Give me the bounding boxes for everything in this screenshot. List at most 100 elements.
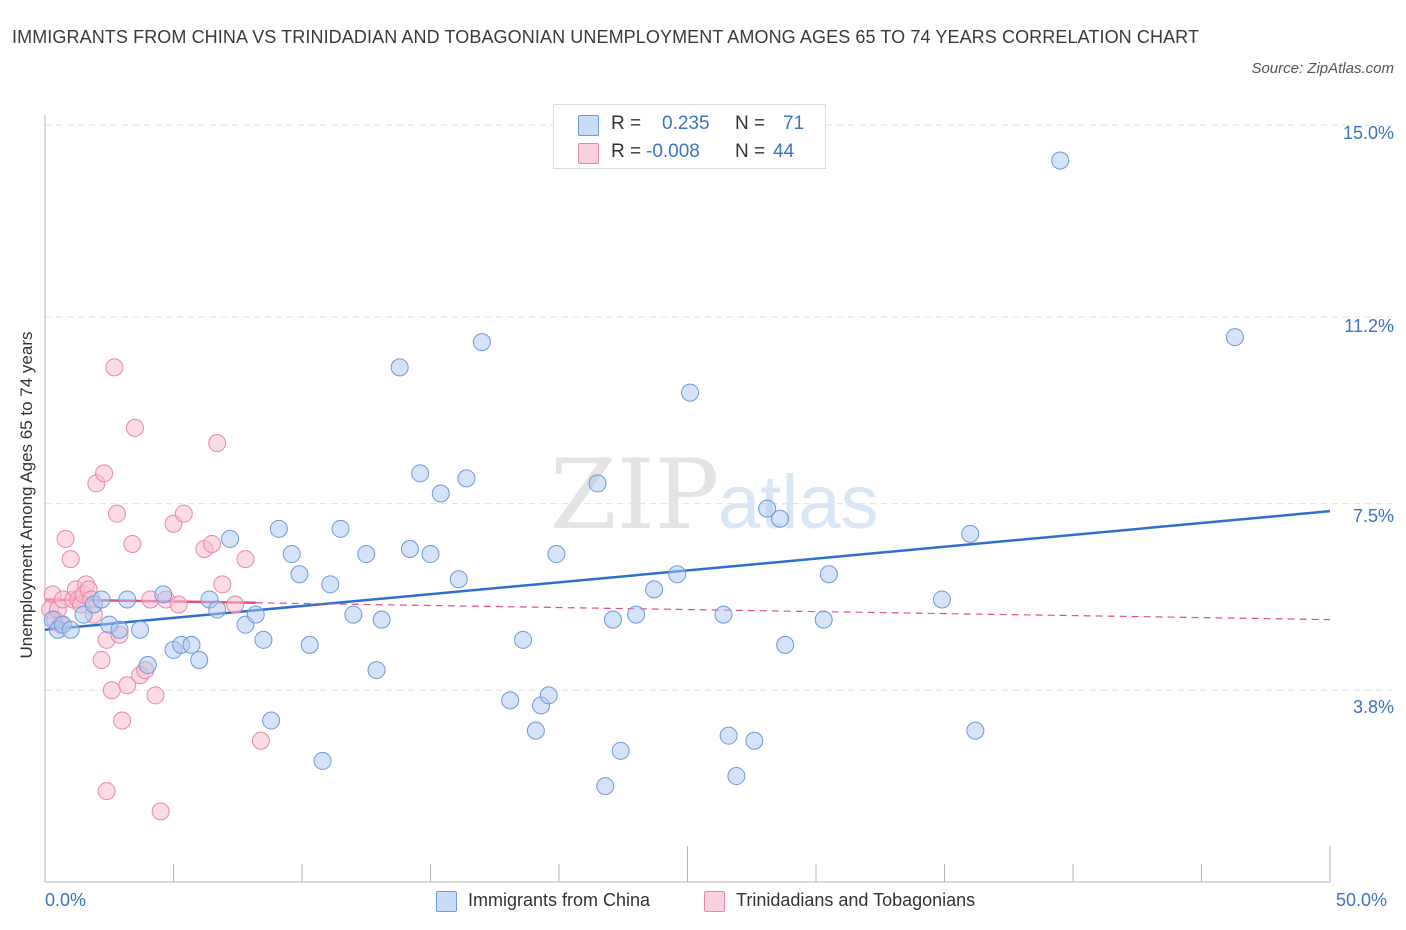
data-point-china [269, 519, 288, 538]
data-point-china [390, 358, 409, 377]
data-point-china [776, 635, 795, 654]
y-tick-label: 3.8% [1352, 697, 1394, 717]
data-point-china [321, 575, 340, 594]
data-point-china [400, 540, 419, 558]
data-point-china [611, 741, 630, 760]
data-point-china [411, 464, 430, 483]
data-point-china [596, 777, 615, 796]
data-point-trinidadian [105, 358, 124, 377]
data-point-china [932, 590, 951, 609]
data-point-china [814, 610, 833, 629]
data-point-trinidadian [107, 504, 126, 523]
data-point-china [61, 620, 80, 639]
data-point-china [254, 630, 273, 649]
data-point-china [331, 519, 350, 538]
data-point-china [344, 605, 363, 624]
data-point-china [681, 383, 700, 402]
data-point-china [246, 605, 265, 624]
data-point-trinidadian [208, 434, 227, 453]
data-point-china [421, 545, 440, 564]
data-point-trinidadian [236, 550, 255, 569]
data-point-trinidadian [213, 575, 232, 594]
data-point-china [357, 545, 376, 564]
data-point-china [719, 726, 738, 745]
grid-lines [45, 124, 1392, 691]
data-point-china [526, 721, 545, 740]
data-point-china [771, 509, 790, 528]
legend-n-value: 44 [773, 141, 795, 162]
legend-n-label: N = [735, 113, 766, 134]
chart-title: IMMIGRANTS FROM CHINA VS TRINIDADIAN AND… [12, 27, 1200, 47]
data-point-china [627, 605, 646, 624]
data-point-china [966, 721, 985, 740]
data-point-china [131, 620, 150, 639]
data-point-china [758, 499, 777, 518]
data-point-china [92, 590, 111, 609]
watermark: ZIP atlas [550, 439, 879, 551]
data-point-china [457, 469, 476, 488]
data-point-china [961, 524, 980, 543]
watermark-zip: ZIP [550, 439, 719, 551]
trend-line-trinidadian-dashed [255, 602, 1331, 621]
data-point-trinidadian [251, 731, 270, 750]
correlation-legend: R = 0.235 N = 71 R = -0.008 N = 44 [553, 104, 826, 169]
data-point-china [367, 661, 386, 680]
data-point-china [819, 565, 838, 584]
data-point-china [313, 751, 332, 770]
data-point-china [603, 610, 622, 629]
y-tick-label: 15.0% [1342, 123, 1394, 143]
data-point-china [449, 570, 468, 589]
bottom-legend-label: Trinidadians and Tobagonians [736, 890, 976, 910]
y-tick-label: 7.5% [1352, 506, 1394, 526]
bottom-legend-label: Immigrants from China [468, 890, 651, 910]
data-point-china [668, 565, 687, 584]
legend-n-value: 71 [783, 113, 805, 134]
bottom-legend-swatch-pink [704, 891, 725, 912]
data-point-trinidadian [92, 651, 111, 669]
x-tick-label-min: 0.0% [45, 890, 87, 910]
data-point-trinidadian [151, 802, 170, 821]
legend-swatch-pink [578, 143, 599, 164]
data-point-china [539, 686, 558, 705]
data-point-china [1225, 328, 1244, 347]
legend-r-value: -0.008 [646, 141, 700, 162]
data-point-china [547, 545, 566, 564]
data-point-china [472, 333, 491, 352]
data-point-china [154, 585, 173, 604]
data-point-china [118, 590, 137, 609]
legend-swatch-blue [578, 115, 599, 136]
data-point-trinidadian [125, 418, 144, 437]
data-point-china [262, 711, 281, 730]
watermark-atlas: atlas [718, 460, 879, 545]
data-point-trinidadian [203, 534, 222, 553]
data-point-china [372, 610, 391, 629]
data-point-trinidadian [97, 782, 116, 801]
data-point-trinidadian [146, 686, 165, 705]
data-point-china [138, 656, 157, 675]
data-point-china [221, 529, 240, 548]
data-point-china [514, 630, 533, 649]
data-point-china [182, 635, 201, 654]
data-point-china [1051, 151, 1070, 170]
data-point-china [282, 545, 301, 564]
y-tick-label: 11.2% [1344, 316, 1394, 336]
data-point-trinidadian [226, 595, 245, 614]
data-point-trinidadian [56, 529, 75, 548]
data-point-trinidadian [118, 676, 137, 695]
legend-r-label: R = [611, 141, 642, 162]
data-point-china [110, 620, 129, 639]
data-point-china [645, 580, 664, 599]
data-point-china [588, 474, 607, 493]
data-point-china [300, 635, 319, 654]
x-tick-label-max: 50.0% [1336, 890, 1388, 910]
legend-r-label: R = [611, 113, 642, 134]
data-point-china [208, 600, 227, 619]
data-point-china [745, 731, 764, 750]
data-point-china [714, 605, 733, 624]
data-point-trinidadian [174, 504, 193, 523]
data-points [41, 151, 1244, 821]
data-point-china [727, 767, 746, 786]
source-label: Source: ZipAtlas.com [1251, 60, 1394, 77]
data-point-trinidadian [123, 534, 142, 553]
bottom-legend-swatch-blue [436, 891, 457, 912]
